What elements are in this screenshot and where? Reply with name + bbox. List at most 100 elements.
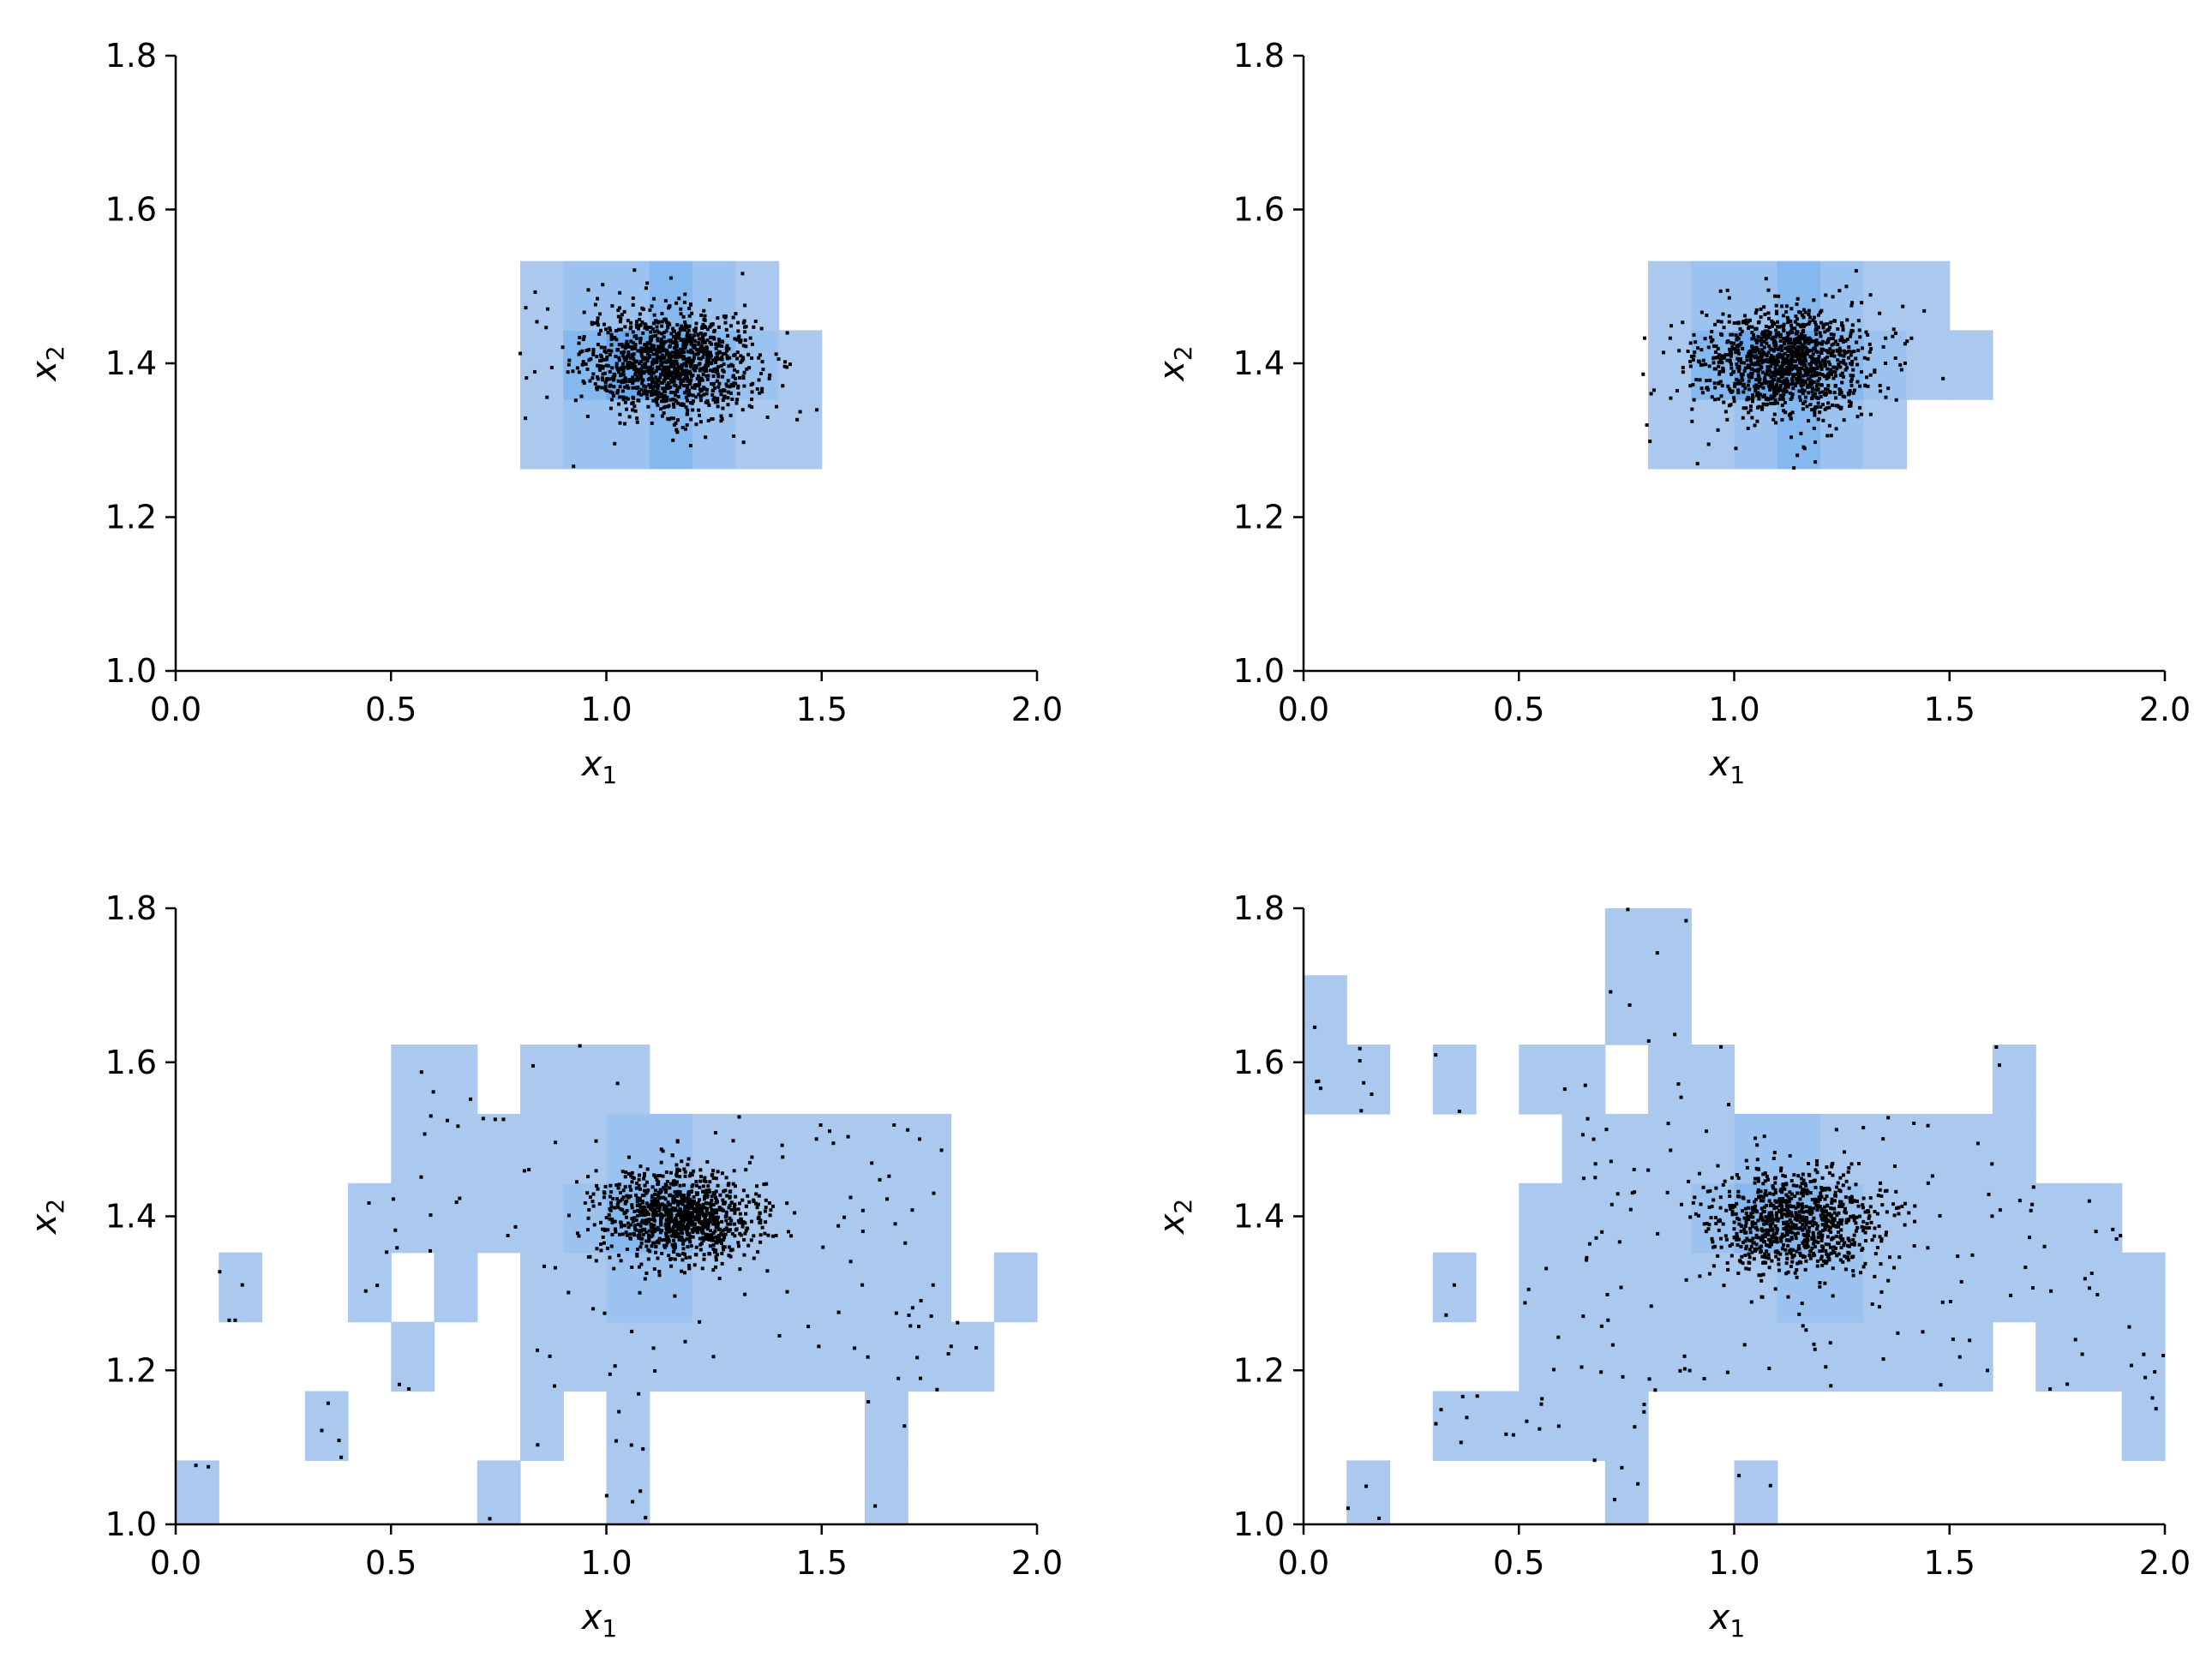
scatter-point: [725, 1194, 729, 1198]
scatter-point: [1700, 362, 1705, 367]
scatter-point: [1781, 356, 1785, 361]
scatter-point: [1784, 1272, 1789, 1276]
scatter-point: [631, 1499, 635, 1504]
scatter-point: [690, 1211, 694, 1215]
scatter-point: [716, 1183, 720, 1188]
scatter-point: [1789, 1205, 1793, 1209]
scatter-point: [1710, 330, 1714, 334]
scatter-point: [758, 1218, 763, 1223]
scatter-point: [1684, 919, 1688, 923]
scatter-point: [1815, 357, 1819, 362]
scatter-point: [1760, 330, 1765, 334]
scatter-point: [645, 325, 650, 329]
scatter-point: [662, 1204, 666, 1208]
scatter-point: [1780, 1215, 1784, 1219]
scatter-point: [1729, 372, 1734, 376]
histogram-cell: [1648, 1044, 1692, 1115]
scatter-point: [1793, 342, 1797, 346]
scatter-point: [1865, 1222, 1869, 1226]
scatter-point: [1718, 1236, 1723, 1241]
scatter-point: [848, 1195, 853, 1200]
scatter-point: [1843, 1254, 1847, 1259]
histogram-cell: [1949, 1252, 1993, 1323]
scatter-point: [698, 1168, 703, 1172]
scatter-point: [1773, 294, 1777, 298]
scatter-point: [598, 353, 602, 357]
scatter-point: [596, 323, 600, 327]
scatter-point: [618, 1199, 622, 1203]
scatter-point: [613, 441, 617, 446]
scatter-point: [711, 1203, 716, 1207]
scatter-point: [586, 1216, 590, 1220]
scatter-point: [1761, 395, 1765, 399]
scatter-point: [674, 344, 679, 348]
scatter-point: [621, 395, 626, 399]
scatter-point: [685, 334, 689, 338]
scatter-point: [1606, 1318, 1610, 1322]
scatter-point: [674, 1234, 678, 1238]
scatter-point: [1315, 1080, 1319, 1084]
scatter-point: [630, 1180, 634, 1184]
scatter-point: [1863, 1239, 1867, 1243]
scatter-point: [1897, 1255, 1902, 1260]
scatter-point: [678, 1207, 682, 1212]
scatter-point: [1752, 336, 1756, 340]
scatter-point: [1775, 333, 1779, 338]
scatter-point: [623, 422, 627, 426]
scatter-point: [1803, 310, 1807, 314]
scatter-point: [674, 336, 678, 340]
x-axis-label: x1: [580, 745, 618, 789]
scatter-point: [711, 1211, 716, 1215]
scatter-point: [1792, 466, 1796, 470]
scatter-point: [610, 304, 614, 308]
scatter-point: [1815, 1170, 1819, 1175]
scatter-point: [650, 380, 655, 384]
scatter-point: [1827, 1228, 1831, 1232]
scatter-point: [1756, 360, 1760, 364]
scatter-point: [1736, 344, 1741, 349]
scatter-point: [1840, 337, 1844, 341]
scatter-point: [1810, 1246, 1814, 1250]
scatter-point: [715, 351, 719, 356]
scatter-point: [664, 320, 668, 325]
scatter-point: [632, 379, 636, 383]
scatter-point: [1820, 1207, 1825, 1212]
histogram-cell: [1304, 1044, 1347, 1115]
scatter-point: [1755, 1158, 1759, 1162]
scatter-point: [648, 342, 652, 346]
scatter-point: [1843, 362, 1848, 367]
scatter-point: [626, 365, 630, 369]
scatter-point: [1763, 375, 1767, 380]
scatter-point: [1556, 1335, 1561, 1339]
scatter-point: [407, 1387, 411, 1392]
scatter-points: [1641, 269, 1945, 470]
scatter-point: [1825, 1252, 1829, 1256]
scatter-point: [1773, 346, 1777, 350]
scatter-point: [1754, 326, 1759, 331]
scatter-point: [669, 1215, 674, 1219]
scatter-point: [1930, 1174, 1934, 1178]
scatter-point: [1741, 346, 1745, 350]
scatter-point: [1707, 364, 1711, 368]
scatter-point: [1744, 1221, 1748, 1225]
scatter-point: [596, 375, 600, 380]
scatter-point: [688, 1240, 692, 1244]
scatter-point: [705, 1160, 710, 1164]
scatter-point: [1837, 346, 1842, 350]
scatter-point: [733, 1184, 737, 1188]
scatter-point: [654, 392, 658, 397]
scatter-point: [1837, 1211, 1841, 1215]
scatter-point: [1755, 377, 1759, 381]
scatter-point: [1699, 386, 1704, 391]
scatter-point: [1789, 323, 1793, 327]
scatter-point: [1754, 1233, 1759, 1237]
scatter-point: [1628, 1207, 1633, 1212]
scatter-point: [651, 398, 656, 403]
scatter-point: [1813, 1240, 1817, 1244]
scatter-point: [1849, 332, 1853, 336]
scatter-point: [1842, 1150, 1846, 1154]
scatter-point: [744, 1204, 748, 1208]
scatter-point: [632, 1233, 637, 1237]
scatter-point: [1856, 1204, 1861, 1208]
scatter-point: [686, 1209, 690, 1213]
